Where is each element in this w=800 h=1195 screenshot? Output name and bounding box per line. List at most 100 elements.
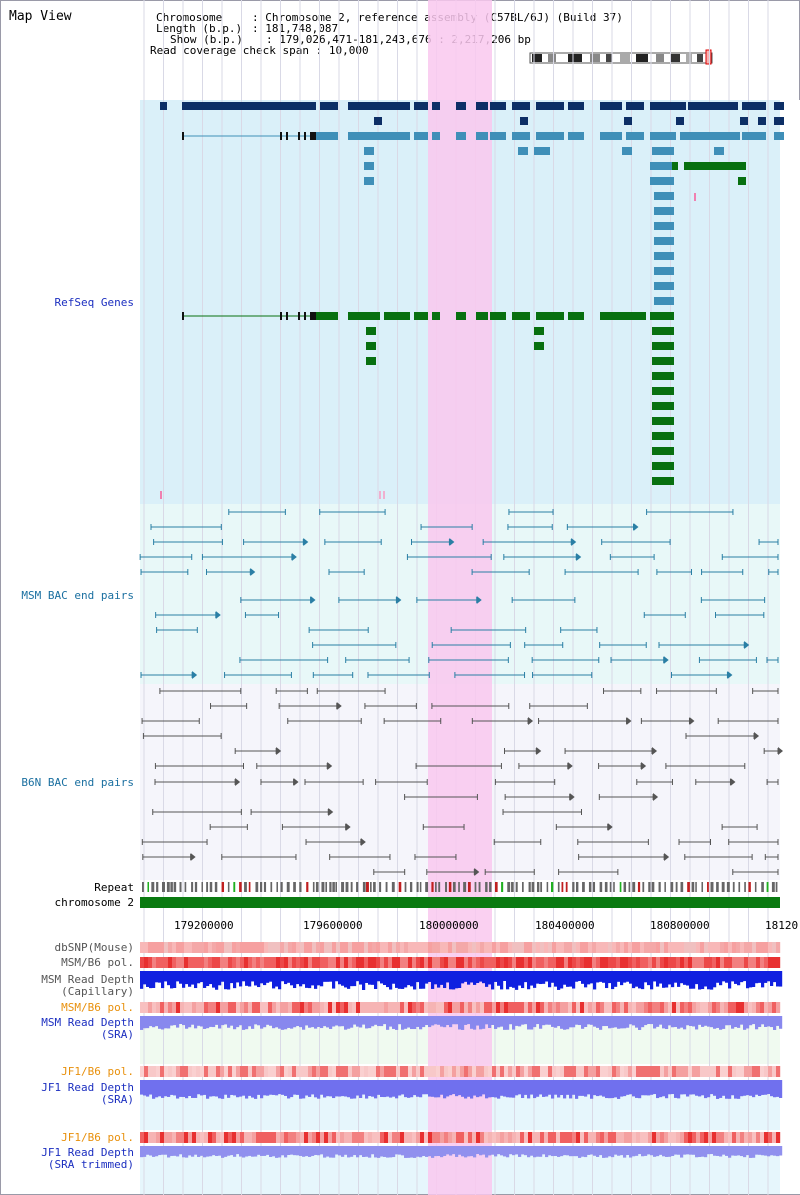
msm-b6-pol-sra-cell[interactable] xyxy=(232,1002,236,1013)
jf1-sra-depth-bar[interactable] xyxy=(644,1080,647,1095)
gene-exon[interactable] xyxy=(600,312,646,320)
msm-capillary-depth-bar[interactable] xyxy=(737,971,740,985)
gene-exon[interactable] xyxy=(622,147,632,155)
repeat-element[interactable] xyxy=(638,882,640,892)
msm-b6-pol-sra-cell[interactable] xyxy=(464,1002,468,1013)
jf1-sra-depth-bar[interactable] xyxy=(317,1080,320,1099)
jf1-b6-pol-cell[interactable] xyxy=(424,1066,428,1077)
msm-b6-pol-sra-cell[interactable] xyxy=(548,1002,552,1013)
dbsnp-cell[interactable] xyxy=(520,942,524,953)
repeat-element[interactable] xyxy=(629,882,631,892)
jf1-trimmed-depth-bar[interactable] xyxy=(620,1146,623,1155)
jf1-trimmed-depth-bar[interactable] xyxy=(320,1146,323,1154)
msm-b6-pol-cell[interactable] xyxy=(216,957,220,968)
jf1-trimmed-depth-bar[interactable] xyxy=(443,1146,446,1156)
msm-sra-depth-bar[interactable] xyxy=(419,1016,422,1029)
dbsnp-cell[interactable] xyxy=(628,942,632,953)
repeat-element[interactable] xyxy=(264,882,266,892)
jf1-trimmed-depth-bar[interactable] xyxy=(332,1146,335,1158)
refseq-track-label[interactable]: RefSeq Genes xyxy=(55,296,134,309)
repeat-element[interactable] xyxy=(485,882,487,892)
dbsnp-cell[interactable] xyxy=(472,942,476,953)
jf1-trimmed-depth-bar[interactable] xyxy=(449,1146,452,1156)
msm-sra-depth-bar[interactable] xyxy=(629,1016,632,1024)
msm-sra-depth-bar[interactable] xyxy=(335,1016,338,1025)
repeat-element[interactable] xyxy=(511,882,514,892)
jf1-b6-pol-cell[interactable] xyxy=(308,1066,312,1077)
dbsnp-cell[interactable] xyxy=(376,942,380,953)
jf1-b6-pol-cell[interactable] xyxy=(184,1066,188,1077)
msm-b6-pol-sra-cell[interactable] xyxy=(388,1002,392,1013)
jf1-trimmed-depth-bar[interactable] xyxy=(671,1146,674,1156)
jf1-b6-pol-2-cell[interactable] xyxy=(372,1132,376,1143)
jf1-b6-pol-2-cell[interactable] xyxy=(264,1132,268,1143)
jf1-b6-pol-cell[interactable] xyxy=(536,1066,540,1077)
jf1-sra-depth-bar[interactable] xyxy=(677,1080,680,1098)
msm-b6-pol-cell[interactable] xyxy=(224,957,228,968)
jf1-b6-pol-2-cell[interactable] xyxy=(208,1132,212,1143)
jf1-sra-depth-bar[interactable] xyxy=(608,1080,611,1098)
repeat-element[interactable] xyxy=(373,882,376,892)
gene-exon[interactable] xyxy=(650,177,674,185)
msm-capillary-depth-bar[interactable] xyxy=(242,971,245,981)
jf1-b6-pol-2-cell[interactable] xyxy=(232,1132,236,1143)
repeat-element[interactable] xyxy=(558,882,560,892)
msm-sra-depth-bar[interactable] xyxy=(590,1016,593,1025)
jf1-trimmed-depth-bar[interactable] xyxy=(347,1146,350,1157)
repeat-element[interactable] xyxy=(399,882,402,892)
jf1-trimmed-depth-bar[interactable] xyxy=(278,1146,281,1157)
jf1-b6-pol-2-cell[interactable] xyxy=(256,1132,260,1143)
jf1-sra-depth-bar[interactable] xyxy=(353,1080,356,1099)
repeat-element[interactable] xyxy=(652,882,655,892)
jf1-sra-depth-bar[interactable] xyxy=(500,1080,503,1096)
jf1-b6-pol-cell[interactable] xyxy=(616,1066,620,1077)
msm-sra-depth-bar[interactable] xyxy=(320,1016,323,1028)
repeat-element[interactable] xyxy=(748,882,750,892)
jf1-sra-depth-bar[interactable] xyxy=(344,1080,347,1096)
msm-capillary-depth-bar[interactable] xyxy=(470,971,473,982)
jf1-b6-pol-2-cell[interactable] xyxy=(204,1132,208,1143)
jf1-sra-depth-bar[interactable] xyxy=(221,1080,224,1099)
jf1-sra-depth-bar[interactable] xyxy=(449,1080,452,1095)
jf1-b6-pol-cell[interactable] xyxy=(600,1066,604,1077)
chromosome-ideogram[interactable] xyxy=(530,50,712,64)
msm-b6-pol-sra-cell[interactable] xyxy=(204,1002,208,1013)
jf1-trimmed-depth-bar[interactable] xyxy=(431,1146,434,1158)
msm-b6-pol-cell[interactable] xyxy=(696,957,700,968)
repeat-element[interactable] xyxy=(722,882,725,892)
msm-b6-pol-sra-cell[interactable] xyxy=(636,1002,640,1013)
msm-capillary-depth-bar[interactable] xyxy=(344,971,347,987)
jf1-trimmed-depth-bar[interactable] xyxy=(371,1146,374,1154)
msm-b6-pol-cell[interactable] xyxy=(700,957,704,968)
jf1-b6-pol-cell[interactable] xyxy=(228,1066,232,1077)
jf1-sra-depth-bar[interactable] xyxy=(143,1080,146,1095)
dbsnp-cell[interactable] xyxy=(552,942,556,953)
gene-marker[interactable] xyxy=(383,491,385,499)
msm-b6-pol-sra-cell[interactable] xyxy=(420,1002,424,1013)
gene-exon[interactable] xyxy=(626,132,644,140)
jf1-b6-pol-2-cell[interactable] xyxy=(676,1132,680,1143)
msm-b6-pol-sra-cell[interactable] xyxy=(592,1002,596,1013)
jf1-b6-pol-2-cell[interactable] xyxy=(340,1132,344,1143)
msm-sra-depth-bar[interactable] xyxy=(692,1016,695,1026)
dbsnp-cell[interactable] xyxy=(316,942,320,953)
dbsnp-cell[interactable] xyxy=(428,942,432,953)
jf1-b6-pol-2-cell[interactable] xyxy=(368,1132,372,1143)
jf1-sra-depth-bar[interactable] xyxy=(467,1080,470,1097)
jf1-sra-depth-bar[interactable] xyxy=(743,1080,746,1096)
msm-sra-depth-bar[interactable] xyxy=(779,1016,782,1029)
msm-b6-pol-sra-cell[interactable] xyxy=(744,1002,748,1013)
dbsnp-cell[interactable] xyxy=(256,942,260,953)
gene-exon[interactable] xyxy=(518,147,528,155)
gene-exon[interactable] xyxy=(512,132,530,140)
msm-capillary-depth-bar[interactable] xyxy=(437,971,440,988)
msm-b6-pol-sra-cell[interactable] xyxy=(180,1002,184,1013)
repeat-element[interactable] xyxy=(449,882,452,892)
gene-exon[interactable] xyxy=(568,132,584,140)
jf1-trimmed-depth-bar[interactable] xyxy=(275,1146,278,1158)
repeat-element[interactable] xyxy=(589,882,591,892)
jf1-trimmed-depth-bar[interactable] xyxy=(767,1146,770,1156)
jf1-trimmed-depth-bar[interactable] xyxy=(272,1146,275,1156)
jf1-trimmed-depth-bar[interactable] xyxy=(386,1146,389,1158)
msm-capillary-depth-bar[interactable] xyxy=(326,971,329,982)
